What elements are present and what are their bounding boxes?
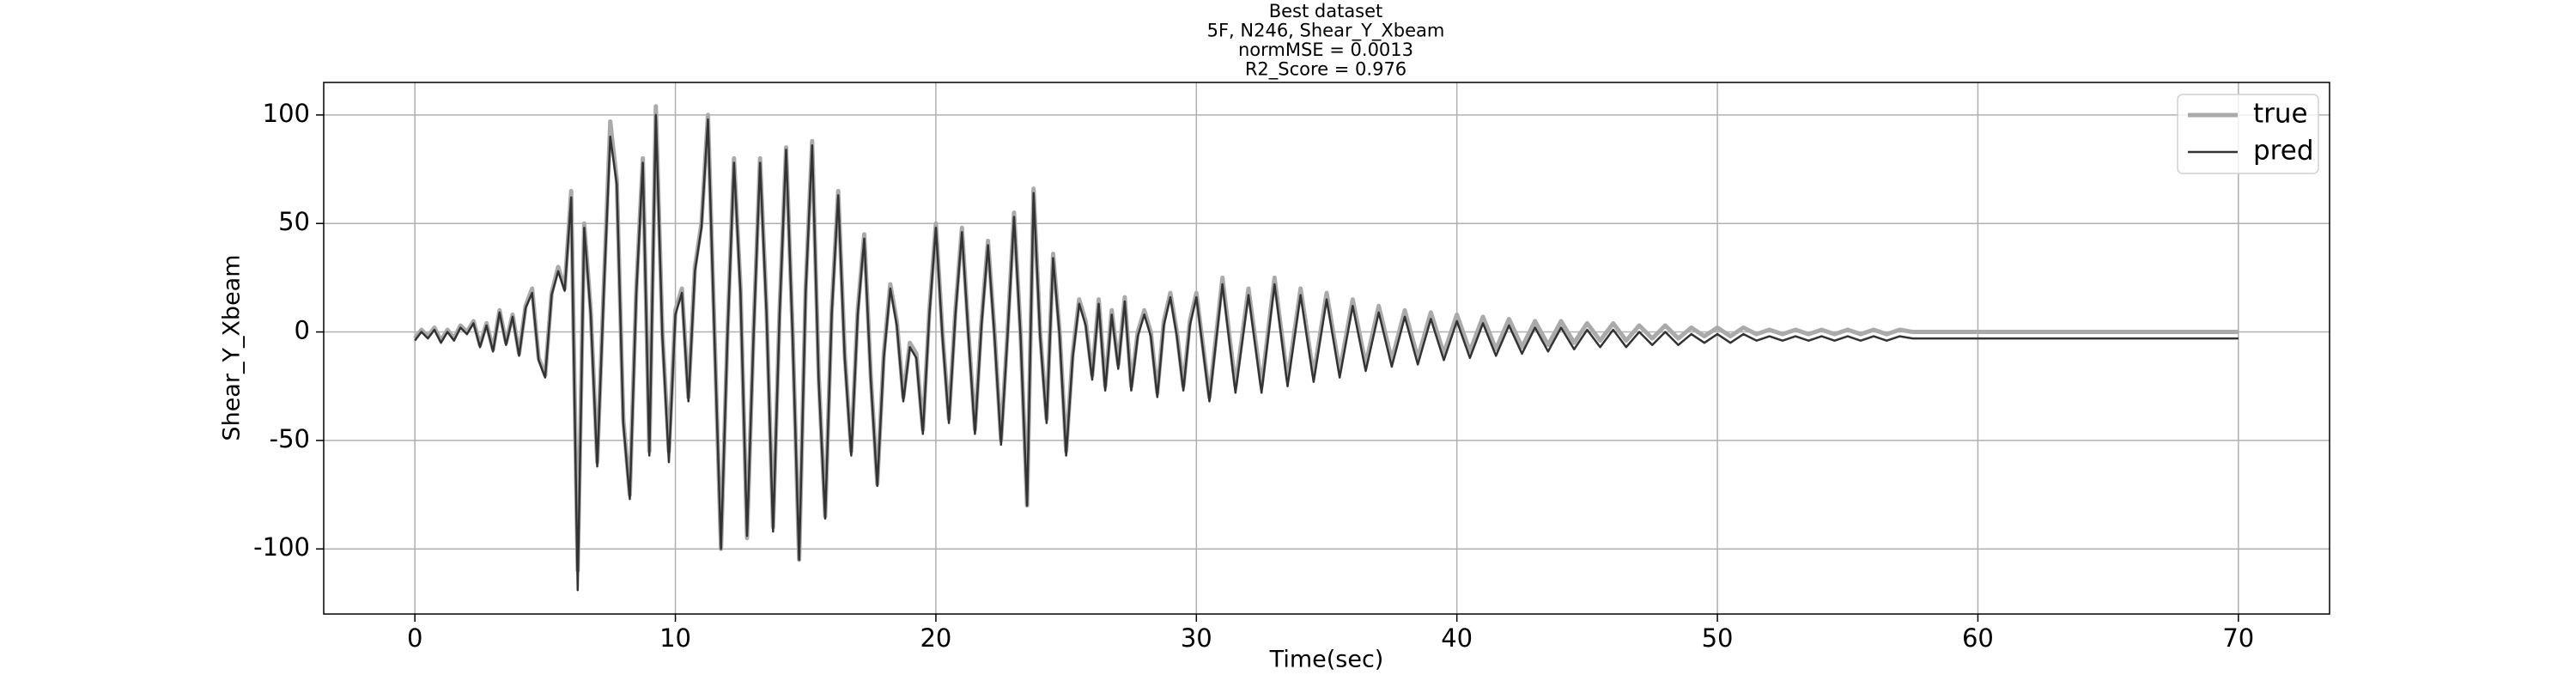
- x-tick-label: 0: [407, 623, 422, 653]
- chart-title: Best dataset: [1269, 1, 1383, 21]
- x-tick-label: 70: [2222, 623, 2254, 653]
- y-tick-label: -100: [253, 532, 310, 562]
- y-axis-label: Shear_Y_Xbeam: [219, 254, 246, 441]
- chart-title: normMSE = 0.0013: [1238, 40, 1413, 60]
- legend-label: true: [2253, 99, 2308, 130]
- legend-label: pred: [2253, 136, 2314, 167]
- x-tick-label: 20: [920, 623, 951, 653]
- chart-title: R2_Score = 0.976: [1245, 59, 1406, 81]
- y-tick-label: 0: [295, 316, 310, 345]
- x-tick-label: 30: [1181, 623, 1212, 653]
- x-tick-label: 10: [659, 623, 691, 653]
- y-tick-label: -50: [270, 424, 310, 453]
- y-tick-label: 50: [278, 207, 310, 236]
- series-line: [414, 113, 2239, 592]
- y-tick-label: 100: [263, 99, 310, 128]
- x-tick-label: 40: [1441, 623, 1473, 653]
- chart-title: 5F, N246, Shear_Y_Xbeam: [1207, 21, 1445, 42]
- x-axis-label: Time(sec): [1269, 647, 1384, 673]
- x-tick-label: 50: [1702, 623, 1734, 653]
- plot-frame: [323, 82, 2330, 615]
- x-tick-label: 60: [1962, 623, 1994, 653]
